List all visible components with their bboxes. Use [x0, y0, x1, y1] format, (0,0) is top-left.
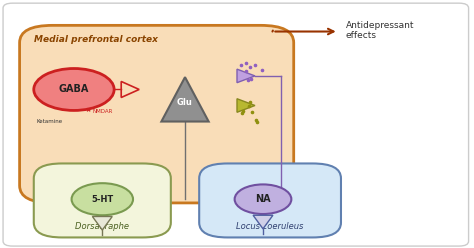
Circle shape: [34, 68, 114, 110]
Text: NMDAR: NMDAR: [93, 109, 113, 114]
Text: 5-HT: 5-HT: [91, 195, 113, 204]
Text: Locus coeruleus: Locus coeruleus: [237, 222, 304, 231]
Text: NA: NA: [255, 194, 271, 204]
Polygon shape: [253, 215, 273, 229]
Text: Dorsal raphe: Dorsal raphe: [75, 222, 129, 231]
Text: Ketamine: Ketamine: [36, 119, 62, 124]
Circle shape: [72, 183, 133, 215]
Text: ✖: ✖: [85, 108, 91, 113]
Text: Glu: Glu: [177, 98, 193, 107]
FancyBboxPatch shape: [34, 163, 171, 237]
FancyBboxPatch shape: [3, 3, 469, 246]
Polygon shape: [92, 217, 112, 230]
Polygon shape: [237, 99, 255, 112]
Text: GABA: GABA: [59, 85, 89, 94]
Polygon shape: [161, 77, 209, 122]
Circle shape: [235, 185, 292, 214]
FancyBboxPatch shape: [199, 163, 341, 237]
Text: Antidepressant
effects: Antidepressant effects: [346, 21, 414, 40]
Text: Medial prefrontal cortex: Medial prefrontal cortex: [34, 35, 158, 44]
FancyBboxPatch shape: [19, 25, 294, 203]
Polygon shape: [237, 69, 255, 83]
